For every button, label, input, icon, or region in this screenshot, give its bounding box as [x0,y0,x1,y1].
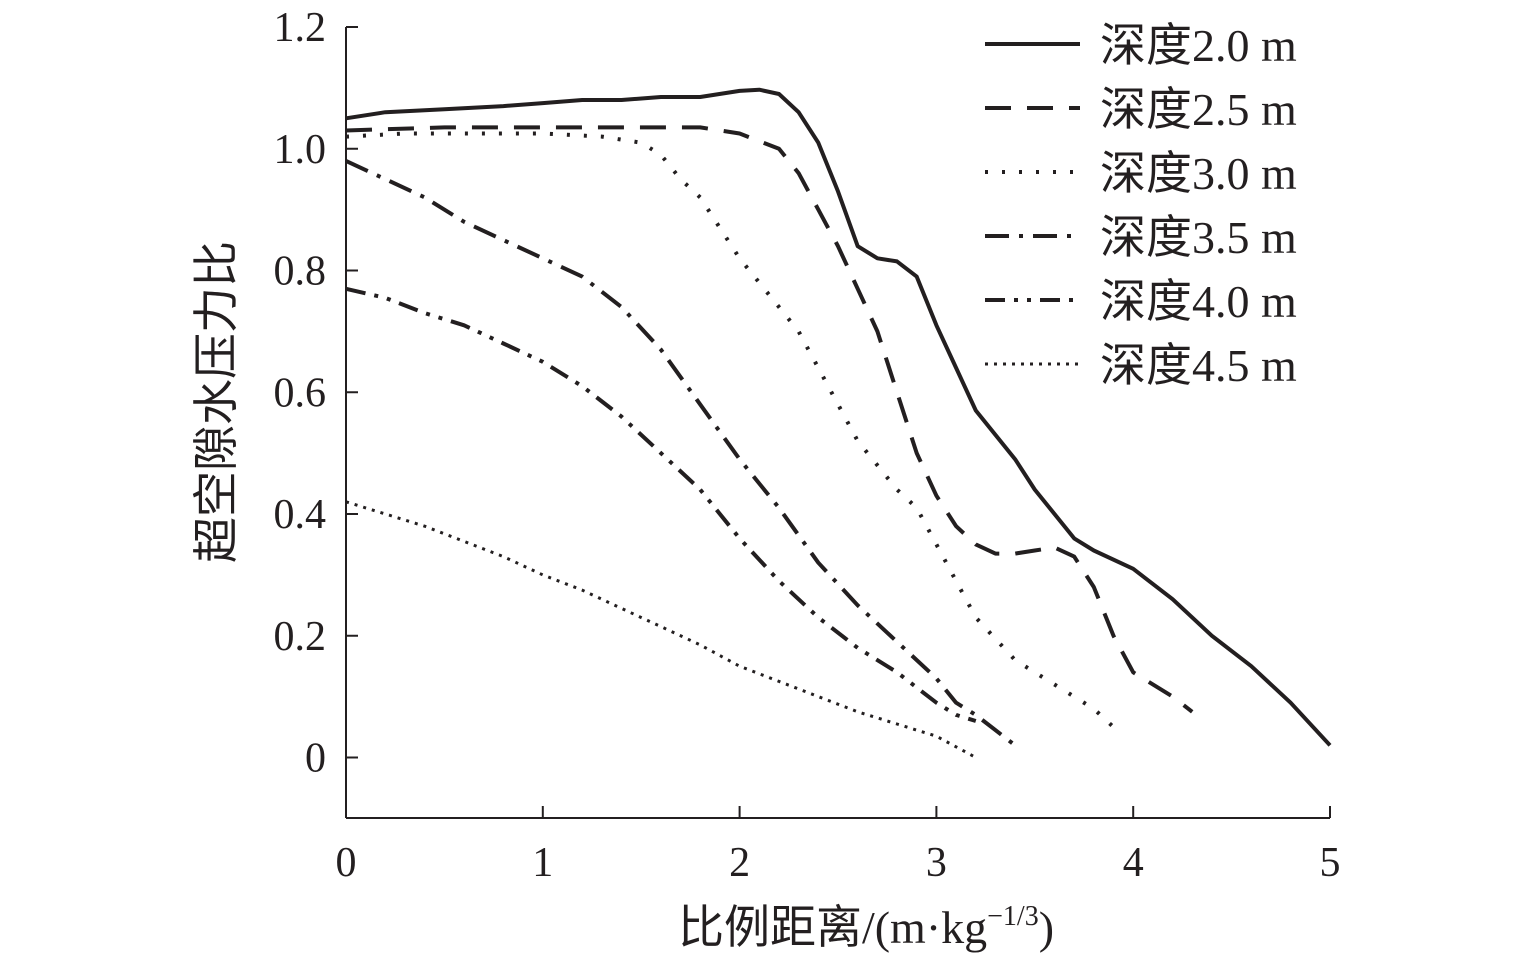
series-line [345,159,1017,747]
legend-label: 深度2.0 m [1100,20,1297,71]
x-axis-title-superscript: −1/3 [987,901,1039,932]
legend-label: 深度4.0 m [1100,276,1297,327]
tick-marks: 0 0.2 0.4 0.6 0.8 1.0 1.2 0 1 2 3 4 5 [274,5,1341,886]
series-lines [345,87,1332,759]
axes [345,27,1330,819]
y-tick-label: 1.2 [274,5,327,51]
legend: 深度2.0 m 深度2.5 m 深度3.0 m 深度3.5 m 深度4.0 m 深度4.5… [985,20,1297,391]
x-axis-title: 比例距离/(m·kg−1/3) [678,901,1054,953]
x-axis-title-tail: ) [1039,902,1054,953]
x-tick-label: 2 [729,840,750,886]
y-tick-label: 0.6 [274,370,327,416]
x-tick-label: 1 [532,840,553,886]
series-line [345,131,1115,729]
x-tick-label: 0 [336,840,357,886]
x-tick-label: 5 [1320,840,1341,886]
legend-label: 深度2.5 m [1100,84,1297,135]
y-tick-label: 1.0 [274,127,327,173]
y-axis-title: 超空隙水压力比 [191,241,242,563]
legend-label: 深度4.5 m [1100,340,1297,391]
y-tick-label: 0.2 [274,614,327,660]
series-line [345,500,977,759]
legend-label: 深度3.5 m [1100,212,1297,263]
series-line [345,286,977,723]
x-tick-label: 4 [1123,840,1144,886]
series-line [345,125,1194,714]
y-tick-label: 0 [305,736,326,782]
y-tick-label: 0.4 [274,492,327,538]
x-tick-label: 3 [926,840,947,886]
series-line [345,87,1332,747]
x-axis-title-main: 比例距离/(m·kg [678,902,987,953]
y-tick-label: 0.8 [274,249,327,295]
legend-label: 深度3.0 m [1100,148,1297,199]
